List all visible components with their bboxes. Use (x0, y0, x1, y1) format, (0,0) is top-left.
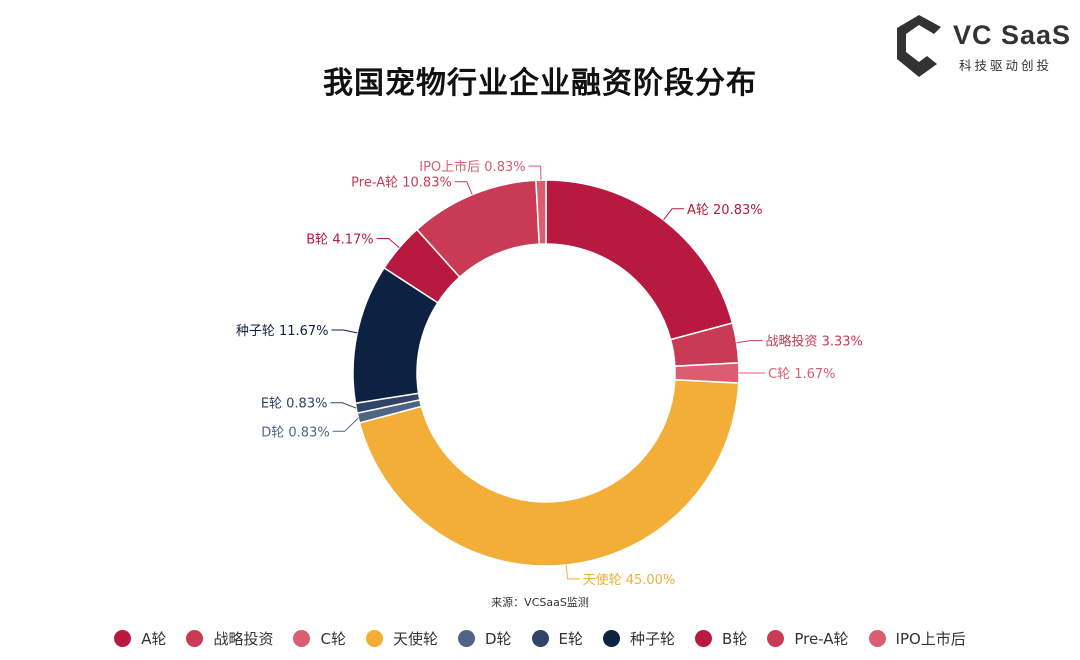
leader-line (736, 340, 763, 344)
donut-slice[interactable] (535, 179, 547, 245)
legend-swatch (186, 629, 204, 647)
data-label: B轮 4.17% (306, 233, 373, 248)
brand-logo: VC SaaS 科技驱动创投 (893, 12, 1072, 82)
chart-title: 我国宠物行业企业融资阶段分布 (323, 66, 757, 101)
legend-label: B轮 (722, 629, 748, 648)
legend-label: A轮 (141, 629, 167, 648)
legend-item[interactable]: A轮 (114, 628, 166, 649)
data-label: 天使轮 45.00% (583, 572, 676, 588)
data-label: E轮 0.83% (261, 397, 328, 412)
legend-item[interactable]: E轮 (531, 628, 584, 649)
leader-line (528, 165, 542, 181)
legend-swatch (767, 629, 785, 647)
leader-line (376, 238, 400, 249)
legend-swatch (365, 629, 383, 647)
legend-label: Pre-A轮 (794, 629, 849, 648)
legend-swatch (868, 629, 886, 647)
legend-label: 战略投资 (213, 629, 274, 648)
leader-line (331, 329, 358, 334)
legend-label: C轮 (320, 629, 346, 648)
legend-item[interactable]: 战略投资 (186, 628, 273, 649)
legend-swatch (695, 629, 713, 647)
data-label: 种子轮 11.67% (236, 324, 329, 339)
legend-item[interactable]: B轮 (695, 628, 747, 649)
legend-label: 种子轮 (630, 629, 676, 648)
leader-line (454, 181, 473, 195)
leader-line (330, 402, 357, 409)
data-label: C轮 1.67% (768, 367, 836, 382)
source-note: 来源：VCSaaS监测 (491, 596, 589, 609)
legend-item[interactable]: Pre-A轮 (767, 628, 849, 649)
legend-swatch (293, 629, 311, 647)
donut-slice[interactable] (358, 378, 740, 567)
legend-label: D轮 (484, 629, 512, 648)
legend-label: 天使轮 (392, 629, 438, 648)
legend-item[interactable]: IPO上市后 (868, 628, 966, 649)
legend-item[interactable]: D轮 (457, 628, 512, 649)
data-label: Pre-A轮 10.83% (351, 176, 452, 191)
brand-tagline: 科技驱动创投 (959, 58, 1053, 73)
legend-item[interactable]: C轮 (293, 628, 346, 649)
legend-label: IPO上市后 (895, 629, 966, 648)
data-label: IPO上市后 0.83% (419, 159, 525, 175)
data-label: A轮 20.83% (687, 203, 763, 218)
legend-swatch (114, 629, 132, 647)
data-label: D轮 0.83% (261, 425, 329, 440)
brand-name: VC SaaS (953, 20, 1072, 50)
leader-line (332, 417, 359, 432)
data-label: 战略投资 3.33% (765, 334, 862, 350)
legend-item[interactable]: 天使轮 (365, 628, 438, 649)
chart-legend: A轮 战略投资 C轮 天使轮 D轮 E轮 种子轮 B轮 Pre-A轮 IPO上市后 (0, 624, 1080, 652)
vc-saas-logo-icon (897, 15, 941, 77)
legend-item[interactable]: 种子轮 (603, 628, 675, 649)
donut-chart: A轮 20.83% 战略投资 3.33% C轮 1.67% 天使轮 45.00% D轮 … (236, 159, 863, 588)
leader-line (565, 564, 580, 580)
legend-swatch (603, 629, 621, 647)
legend-swatch (531, 629, 549, 647)
legend-swatch (457, 629, 475, 647)
legend-label: E轮 (558, 629, 584, 648)
leader-line (663, 208, 685, 221)
